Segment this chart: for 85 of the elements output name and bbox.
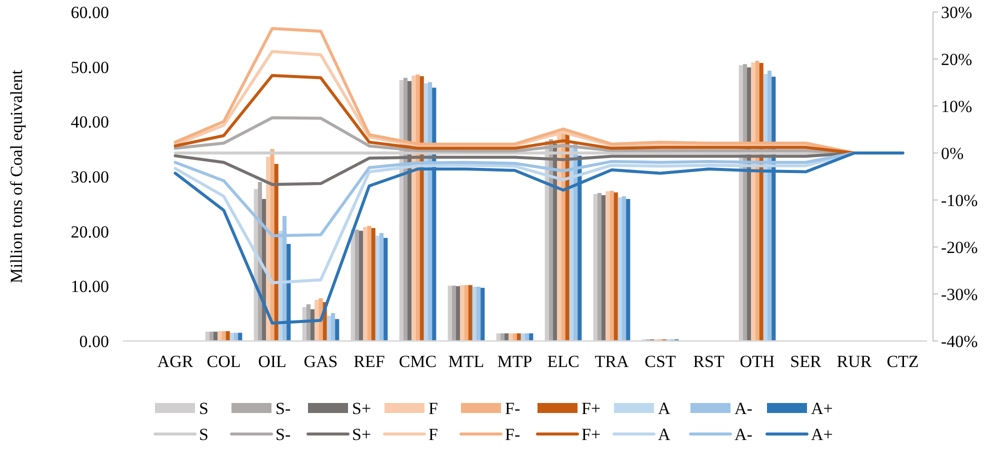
y2-tick-label: 20% [941, 50, 972, 69]
y-tick-label: 30.00 [70, 167, 109, 186]
bar [602, 195, 606, 341]
y-tick-label: 50.00 [70, 58, 109, 77]
bar [367, 226, 372, 341]
bar [626, 198, 630, 341]
bar [226, 331, 230, 341]
legend-label: A+ [811, 424, 833, 444]
bar [359, 230, 364, 341]
bar [472, 286, 476, 341]
bar [512, 333, 517, 341]
bar [452, 286, 456, 341]
bar [460, 285, 464, 341]
legend-label: S [199, 398, 208, 418]
bar [456, 286, 460, 341]
bar [384, 238, 388, 341]
x-tick-label: GAS [304, 352, 338, 371]
bar [610, 190, 614, 341]
x-tick-label: SER [790, 352, 822, 371]
legend-label: S+ [352, 398, 372, 418]
legend-label: F [428, 398, 438, 418]
bar [335, 319, 340, 341]
legend-label: A [658, 398, 671, 418]
y2-tick-label: -40% [941, 332, 978, 351]
legend-label: S- [276, 398, 291, 418]
bar [622, 196, 626, 341]
x-tick-label: MTP [497, 352, 532, 371]
x-tick-label: AGR [157, 352, 194, 371]
x-tick-label: ELC [547, 352, 580, 371]
bar [274, 164, 278, 341]
bar [476, 286, 481, 341]
bar [354, 230, 360, 341]
bar [326, 316, 331, 341]
legend-label: A [658, 424, 671, 444]
bar [468, 285, 472, 341]
bar [363, 226, 368, 341]
legend-label: F- [505, 398, 520, 418]
legend-label: F+ [582, 398, 601, 418]
bar [375, 236, 380, 341]
y2-tick-label: 10% [941, 96, 972, 116]
x-tick-label: RUR [836, 352, 872, 371]
bar [618, 197, 622, 341]
bar [209, 332, 214, 341]
x-tick-label: MTL [448, 352, 484, 371]
x-tick-label: REF [354, 352, 385, 371]
bar [222, 331, 226, 341]
legend-label: A- [734, 424, 753, 444]
y2-tick-label: -10% [941, 190, 978, 210]
bar [218, 331, 222, 341]
bar [464, 285, 468, 341]
y2-tick-label: 30% [941, 2, 972, 22]
legend-label: S+ [352, 424, 372, 444]
legend-label: F+ [582, 424, 601, 444]
y2-tick-label: -20% [941, 238, 978, 257]
bar [270, 149, 274, 341]
x-tick-label: TRA [594, 352, 630, 371]
y-tick-label: 0.00 [79, 332, 109, 351]
x-tick-label: CTZ [886, 352, 919, 371]
legend-label: S- [276, 424, 291, 444]
x-tick-label: CST [644, 352, 676, 371]
x-tick-label: CMC [398, 352, 437, 371]
legend-label: A- [734, 398, 753, 418]
y-tick-label: 10.00 [70, 277, 109, 296]
y-axis-title: Million tons of Coal equivalent [7, 70, 26, 284]
x-tick-label: RST [693, 352, 725, 371]
legend-label: F [428, 424, 438, 444]
y-tick-label: 40.00 [70, 112, 109, 132]
legend-label: F- [505, 424, 520, 444]
y-tick-label: 20.00 [70, 222, 109, 242]
y-tick-label: 60.00 [70, 2, 109, 22]
bar [330, 313, 336, 341]
bar [606, 191, 610, 341]
bar [614, 192, 618, 341]
legend-label: S [199, 424, 208, 444]
bar [214, 332, 218, 341]
x-tick-label: COL [206, 352, 241, 371]
bar [597, 192, 602, 341]
y2-tick-label: -30% [941, 284, 978, 304]
bar [379, 232, 384, 341]
y2-tick-label: 0% [941, 144, 964, 163]
x-tick-label: OIL [258, 352, 286, 371]
legend-label: A+ [811, 398, 833, 418]
bar [371, 228, 376, 341]
x-tick-label: OTH [740, 352, 775, 371]
bar [480, 288, 485, 341]
